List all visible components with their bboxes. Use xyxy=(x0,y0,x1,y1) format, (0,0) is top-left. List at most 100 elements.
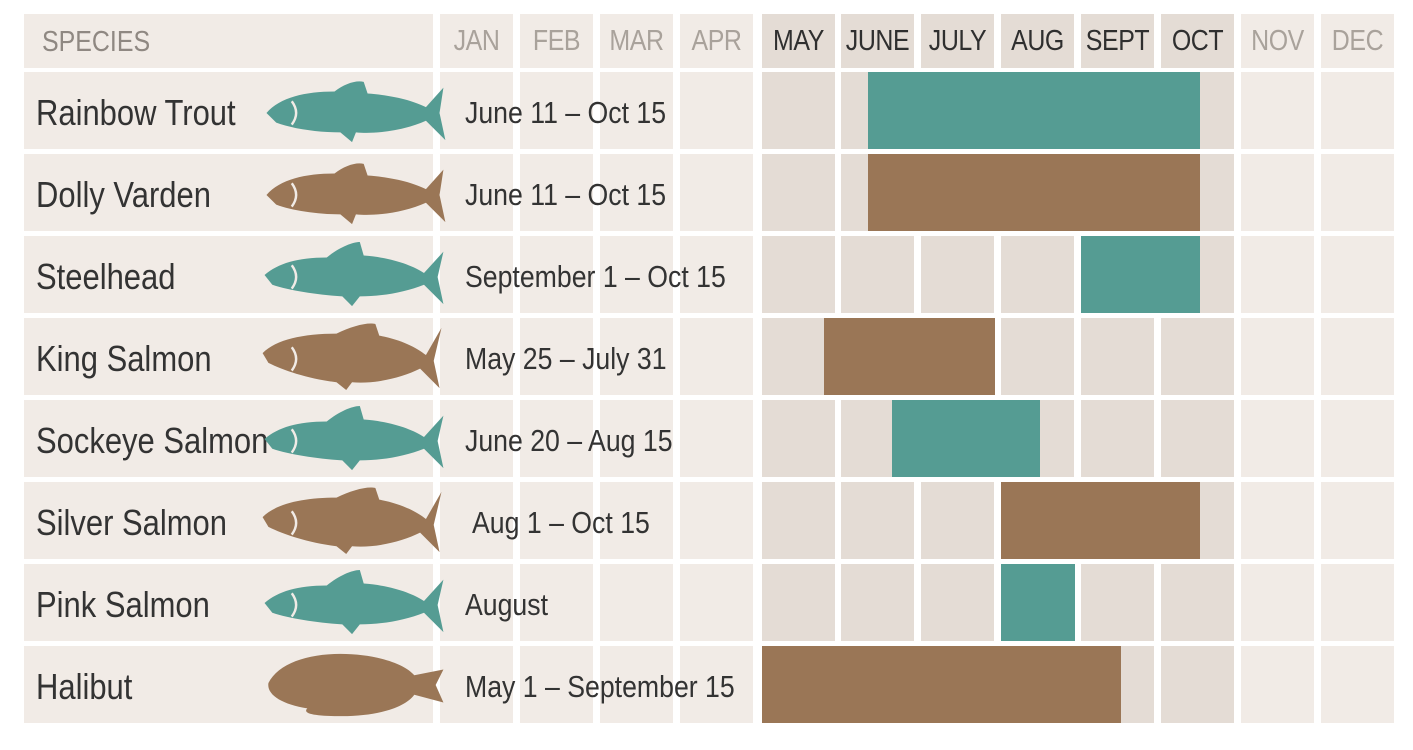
grid-cell xyxy=(520,646,593,723)
species-name: Dolly Varden xyxy=(36,174,211,215)
grid-cell xyxy=(1321,646,1394,723)
grid-cell xyxy=(1241,236,1314,313)
trout-icon xyxy=(266,81,446,143)
grid-cell xyxy=(1161,564,1234,641)
grid-cell xyxy=(600,646,673,723)
grid-cell xyxy=(520,482,593,559)
month-label-nov: NOV xyxy=(1251,24,1304,57)
grid-cell xyxy=(440,72,513,149)
month-header-cell-mar xyxy=(600,14,673,68)
grid-cell xyxy=(680,564,753,641)
grid-cell xyxy=(1161,646,1234,723)
grid-cell xyxy=(841,482,914,559)
season-range: June 11 – Oct 15 xyxy=(465,95,667,130)
season-bar xyxy=(1081,236,1200,313)
season-bar xyxy=(867,72,1200,149)
grid-cell xyxy=(1241,646,1314,723)
season-range: May 25 – July 31 xyxy=(465,341,667,376)
grid-cell xyxy=(762,318,835,395)
species-name: Rainbow Trout xyxy=(36,92,236,133)
grid-cell xyxy=(520,154,593,231)
king-salmon-icon xyxy=(262,323,442,391)
month-label-apr: APR xyxy=(691,24,742,57)
grid-cell xyxy=(1081,564,1154,641)
month-header-cell-july xyxy=(921,14,994,68)
grid-cell xyxy=(921,564,994,641)
halibut-icon xyxy=(268,653,444,717)
grid-cell xyxy=(1321,154,1394,231)
grid-cell xyxy=(680,236,753,313)
grid-cell xyxy=(762,564,835,641)
grid-cell xyxy=(1001,236,1074,313)
grid-cell xyxy=(1321,236,1394,313)
species-name: Steelhead xyxy=(36,256,176,297)
species-header: SPECIES xyxy=(42,26,151,58)
month-label-mar: MAR xyxy=(609,24,664,57)
grid-cell xyxy=(440,482,513,559)
season-range: Aug 1 – Oct 15 xyxy=(472,505,650,540)
month-header-cell-sept xyxy=(1081,14,1154,68)
grid-cell xyxy=(600,72,673,149)
month-label-oct: OCT xyxy=(1171,24,1224,57)
grid-cell xyxy=(600,154,673,231)
month-header-cell-jan xyxy=(440,14,513,68)
char-icon xyxy=(266,163,446,225)
month-label-jan: JAN xyxy=(453,24,500,57)
species-header-cell xyxy=(24,14,433,68)
grid-cell xyxy=(1161,318,1234,395)
pink-salmon-icon xyxy=(264,569,444,635)
steelhead-icon xyxy=(264,241,444,307)
season-range: May 1 – September 15 xyxy=(465,669,735,704)
month-label-feb: FEB xyxy=(532,24,581,57)
grid-cell xyxy=(762,482,835,559)
grid-cell xyxy=(1241,564,1314,641)
grid-cell xyxy=(600,482,673,559)
month-header-cell-aug xyxy=(1001,14,1074,68)
month-label-may: MAY xyxy=(773,24,824,57)
month-header-cell-oct xyxy=(1161,14,1234,68)
month-label-aug: AUG xyxy=(1011,24,1064,57)
grid-cell xyxy=(1081,400,1154,477)
species-name: Halibut xyxy=(36,666,133,707)
grid-cell xyxy=(440,154,513,231)
silver-salmon-icon xyxy=(262,487,442,555)
grid-cell xyxy=(1241,72,1314,149)
grid-cell xyxy=(1321,564,1394,641)
grid-cell xyxy=(1241,318,1314,395)
grid-cell xyxy=(680,400,753,477)
grid-cell xyxy=(1321,400,1394,477)
grid-cell xyxy=(600,236,673,313)
grid-cell xyxy=(680,154,753,231)
grid-cell xyxy=(600,400,673,477)
grid-cell xyxy=(680,72,753,149)
species-name: Sockeye Salmon xyxy=(36,420,269,461)
season-range: August xyxy=(465,587,549,622)
grid-cell xyxy=(1241,400,1314,477)
species-name: King Salmon xyxy=(36,338,212,379)
grid-cell xyxy=(1241,154,1314,231)
grid-cell xyxy=(520,236,593,313)
grid-cell xyxy=(440,318,513,395)
grid-cell xyxy=(440,646,513,723)
season-range: June 20 – Aug 15 xyxy=(465,423,673,458)
grid-cell xyxy=(1241,482,1314,559)
grid-cell xyxy=(1321,72,1394,149)
sockeye-salmon-icon xyxy=(264,405,444,471)
season-range: September 1 – Oct 15 xyxy=(465,259,726,294)
species-name: Pink Salmon xyxy=(36,584,210,625)
grid-cell xyxy=(1321,318,1394,395)
grid-cell xyxy=(1001,318,1074,395)
month-header-cell-feb xyxy=(520,14,593,68)
month-label-july: JULY xyxy=(928,24,987,57)
grid-cell xyxy=(841,564,914,641)
species-name: Silver Salmon xyxy=(36,502,228,543)
grid-cell xyxy=(440,236,513,313)
grid-cell xyxy=(520,400,593,477)
grid-cell xyxy=(921,236,994,313)
month-header-cell-dec xyxy=(1321,14,1394,68)
grid-cell xyxy=(600,318,673,395)
season-range: June 11 – Oct 15 xyxy=(465,177,667,212)
grid-cell xyxy=(841,236,914,313)
grid-cell xyxy=(520,318,593,395)
grid-cell xyxy=(762,154,835,231)
